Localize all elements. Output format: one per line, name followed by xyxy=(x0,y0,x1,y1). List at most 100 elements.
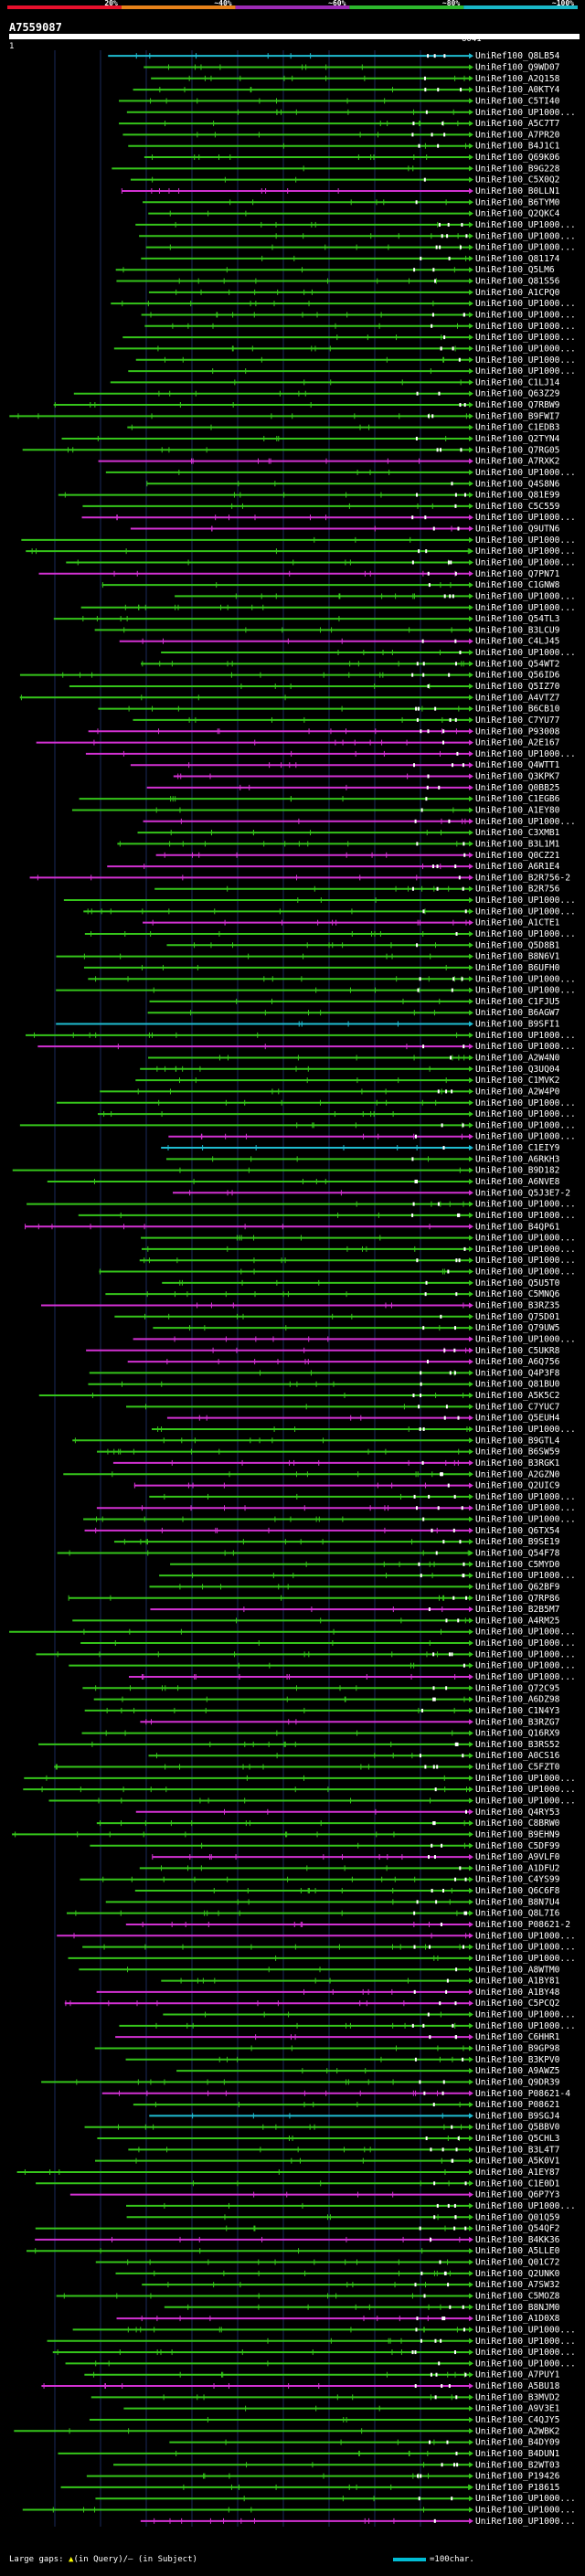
gap-marker xyxy=(440,1472,442,1477)
hit-row: UniRef100_UP1000... xyxy=(141,1234,576,1244)
gap-marker xyxy=(441,740,444,745)
hit-arrow-icon xyxy=(469,627,473,633)
scale-segment xyxy=(349,5,464,9)
gap-marker xyxy=(424,88,427,92)
hit-arrow-icon xyxy=(469,199,473,206)
hit-row: UniRef100_Q81S56 xyxy=(116,277,560,287)
gap-marker xyxy=(411,2350,414,2355)
gap-marker xyxy=(454,2001,457,2006)
gap-marker xyxy=(441,1123,443,1128)
hit-arrow-icon xyxy=(469,2337,473,2344)
hit-row: UniRef100_B3RZ35 xyxy=(40,1300,559,1310)
gap-marker xyxy=(426,1360,429,1364)
gap-marker xyxy=(412,1394,415,1398)
gap-marker xyxy=(435,1551,438,1555)
hit-arrow-icon xyxy=(469,1370,473,1376)
hit-row: UniRef100_UP1000... xyxy=(145,243,576,253)
hit-row: UniRef100_UP1000... xyxy=(144,322,576,332)
hit-label: UniRef100_UP1000... xyxy=(475,546,576,557)
hit-row: UniRef100_UP1000... xyxy=(151,1425,576,1435)
hit-arrow-icon xyxy=(469,1167,473,1173)
hit-label: UniRef100_UP1000... xyxy=(475,1672,576,1682)
gap-marker xyxy=(440,2338,442,2343)
gap-marker xyxy=(454,493,457,497)
hit-label: UniRef100_B6CB10 xyxy=(475,705,560,715)
hit-arrow-icon xyxy=(469,1088,473,1095)
gap-marker xyxy=(416,943,419,948)
hit-label: UniRef100_UP1000... xyxy=(475,535,576,546)
hit-row: UniRef100_UP1000... xyxy=(78,1211,576,1221)
hit-arrow-icon xyxy=(469,2496,473,2502)
hit-arrow-icon xyxy=(469,2090,473,2096)
hit-row: UniRef100_Q69K06 xyxy=(144,153,560,163)
hit-row: UniRef100_A7PUY1 xyxy=(84,2370,560,2380)
gap-marker xyxy=(447,2283,450,2287)
gap-marker xyxy=(438,391,441,396)
hit-arrow-icon xyxy=(469,1336,473,1342)
hit-arrow-icon xyxy=(469,1640,473,1647)
hit-label: UniRef100_C5UKR8 xyxy=(475,1346,560,1356)
hit-row: UniRef100_P08621 xyxy=(133,2100,560,2110)
hit-row: UniRef100_C4YS99 xyxy=(80,1875,560,1885)
hit-row: UniRef100_B2B5M7 xyxy=(150,1605,560,1615)
hit-label: UniRef100_Q63Z29 xyxy=(475,389,560,399)
gap-marker xyxy=(418,143,420,148)
hit-arrow-icon xyxy=(469,2113,473,2119)
gap-arrow-icon: ▲ xyxy=(69,2555,74,2564)
hit-label: UniRef100_Q5CHL3 xyxy=(475,2134,560,2144)
query-id: A7559087 xyxy=(9,21,62,34)
hit-arrow-icon xyxy=(469,830,473,836)
hit-row: UniRef100_B2WT03 xyxy=(113,2460,560,2470)
hit-arrow-icon xyxy=(469,942,473,949)
hit-label: UniRef100_C3XMB1 xyxy=(475,828,560,838)
hit-arrow-icon xyxy=(469,1145,473,1151)
hit-row: UniRef100_A2W4N0 xyxy=(148,1053,560,1063)
hit-row: UniRef100_Q7RBW9 xyxy=(53,400,560,410)
gap-marker xyxy=(439,245,441,249)
gap-marker xyxy=(462,1123,464,1128)
gap-marker xyxy=(415,1179,418,1183)
hit-row: UniRef100_UP1000... xyxy=(88,974,576,984)
gap-marker xyxy=(425,1280,428,1285)
hit-label: UniRef100_B6AGW7 xyxy=(475,1008,560,1018)
hit-row: UniRef100_A6R1E4 xyxy=(107,862,560,872)
hit-row: UniRef100_Q16RX9 xyxy=(81,1729,560,1739)
hit-label: UniRef100_UP1000... xyxy=(475,333,576,343)
gap-marker xyxy=(461,1506,463,1511)
gap-marker xyxy=(455,2451,458,2455)
gap-marker xyxy=(416,2316,419,2321)
hit-label: UniRef100_A1BY48 xyxy=(475,1988,560,1998)
hit-label: UniRef100_Q01C72 xyxy=(475,2258,559,2268)
hit-row: UniRef100_UP1000... xyxy=(175,591,576,601)
gap-marker xyxy=(421,639,424,643)
hit-row: UniRef100_B4QP61 xyxy=(25,1222,560,1232)
hit-row: UniRef100_UP1000... xyxy=(56,986,576,996)
gap-marker xyxy=(412,122,415,126)
hit-label: UniRef100_UP1000... xyxy=(475,2010,576,2020)
hit-row: UniRef100_Q4S8N6 xyxy=(146,479,560,489)
hit-row: UniRef100_UP1000... xyxy=(119,2021,576,2031)
scale-label: ~80% xyxy=(442,0,460,7)
hit-row: UniRef100_Q5LM6 xyxy=(115,265,555,275)
hit-label: UniRef100_A1BY81 xyxy=(475,1977,560,1987)
hit-arrow-icon xyxy=(469,2428,473,2434)
hit-label: UniRef100_C1EIY9 xyxy=(475,1143,560,1153)
gap-marker xyxy=(418,2496,420,2501)
hit-row: UniRef100_Q81174 xyxy=(141,254,560,264)
hit-row: UniRef100_UP1000... xyxy=(139,1256,576,1266)
hit-row: UniRef100_A5LLE0 xyxy=(27,2246,560,2256)
hit-arrow-icon xyxy=(469,402,473,408)
hit-row: UniRef100_B3KPV0 xyxy=(125,2055,560,2065)
hit-label: UniRef100_A2GZN0 xyxy=(475,1469,560,1479)
hit-arrow-icon xyxy=(469,2304,473,2310)
gap-marker xyxy=(451,1089,453,1094)
hit-label: UniRef100_B9GTL4 xyxy=(475,1436,560,1446)
hit-row: UniRef100_Q2QKC4 xyxy=(148,209,560,219)
hit-label: UniRef100_UP1000... xyxy=(475,355,576,366)
hit-arrow-icon xyxy=(469,1775,473,1781)
gap-marker xyxy=(457,2136,460,2141)
hit-arrow-icon xyxy=(469,1595,473,1601)
hit-arrow-icon xyxy=(469,1753,473,1759)
gap-marker xyxy=(436,886,439,891)
hit-arrow-icon xyxy=(469,616,473,622)
